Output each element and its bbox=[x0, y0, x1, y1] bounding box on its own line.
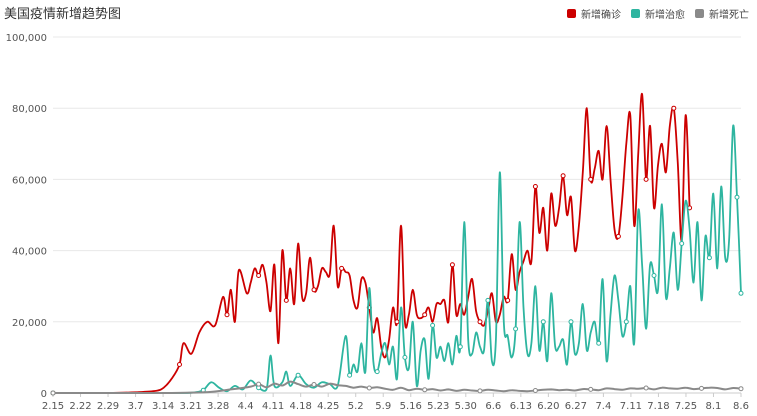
x-tick-label: 8.6 bbox=[733, 401, 749, 412]
x-tick-label: 4.18 bbox=[290, 401, 312, 412]
data-point-recovered bbox=[347, 372, 353, 378]
x-tick-label: 4.11 bbox=[262, 401, 284, 412]
x-tick-label: 5.16 bbox=[400, 401, 422, 412]
data-point-recovered bbox=[402, 354, 408, 360]
data-point-confirmed bbox=[560, 173, 566, 179]
x-tick-label: 5.9 bbox=[375, 401, 391, 412]
data-point-deaths bbox=[477, 388, 483, 394]
x-tick-label: 7.18 bbox=[647, 401, 669, 412]
data-point-confirmed bbox=[671, 105, 677, 111]
data-point-recovered bbox=[295, 372, 301, 378]
data-point-recovered bbox=[513, 326, 519, 332]
data-point-deaths bbox=[50, 390, 56, 396]
legend-swatch-recovered bbox=[631, 9, 640, 18]
data-point-deaths bbox=[311, 382, 317, 387]
x-tick-label: 6.6 bbox=[485, 401, 501, 412]
data-point-recovered bbox=[374, 369, 380, 375]
data-point-recovered bbox=[568, 319, 574, 325]
x-tick-label: 5.2 bbox=[348, 401, 364, 412]
data-point-recovered bbox=[738, 290, 744, 296]
x-tick-label: 6.20 bbox=[537, 401, 559, 412]
x-tick-label: 3.28 bbox=[207, 401, 229, 412]
series-line-confirmed bbox=[53, 93, 691, 394]
x-tick-label: 2.22 bbox=[69, 401, 91, 412]
x-tick-label: 3.21 bbox=[179, 401, 201, 412]
legend: 新增确诊 新增治愈 新增死亡 bbox=[567, 6, 749, 21]
data-point-confirmed bbox=[422, 312, 428, 318]
data-point-confirmed bbox=[449, 262, 455, 268]
data-point-confirmed bbox=[505, 297, 511, 303]
data-point-confirmed bbox=[588, 176, 594, 182]
data-point-recovered bbox=[651, 273, 657, 278]
x-tick-label: 6.27 bbox=[565, 401, 587, 412]
data-point-recovered bbox=[679, 241, 685, 246]
data-point-deaths bbox=[588, 386, 594, 392]
y-tick-label: 100,000 bbox=[6, 33, 47, 44]
data-point-confirmed bbox=[532, 184, 538, 189]
legend-item-confirmed[interactable]: 新增确诊 bbox=[567, 6, 621, 21]
data-point-confirmed bbox=[224, 312, 230, 318]
data-point-recovered bbox=[485, 297, 491, 303]
data-point-recovered bbox=[596, 340, 602, 346]
x-tick-label: 5.30 bbox=[455, 401, 477, 412]
data-point-recovered bbox=[430, 322, 436, 328]
data-point-deaths bbox=[532, 388, 538, 393]
series-line-recovered bbox=[53, 124, 742, 394]
data-point-deaths bbox=[366, 385, 372, 391]
data-point-confirmed bbox=[615, 233, 621, 239]
data-point-confirmed bbox=[339, 265, 345, 271]
data-point-deaths bbox=[699, 385, 704, 391]
x-tick-label: 4.25 bbox=[317, 401, 339, 412]
legend-swatch-deaths bbox=[695, 9, 704, 18]
legend-item-recovered[interactable]: 新增治愈 bbox=[631, 6, 685, 21]
data-point-deaths bbox=[256, 381, 262, 387]
x-tick-label: 7.11 bbox=[620, 401, 642, 412]
y-tick-label: 60,000 bbox=[12, 175, 47, 186]
data-point-recovered bbox=[706, 255, 712, 261]
x-tick-label: 3.7 bbox=[128, 401, 144, 412]
x-tick-label: 8.1 bbox=[706, 401, 722, 412]
chart-title: 美国疫情新增趋势图 bbox=[4, 7, 122, 22]
x-tick-label: 7.4 bbox=[595, 401, 611, 412]
x-tick-label: 7.25 bbox=[675, 401, 697, 412]
data-point-recovered bbox=[540, 319, 546, 325]
data-point-confirmed bbox=[394, 319, 400, 325]
y-tick-label: 80,000 bbox=[12, 104, 47, 115]
data-point-confirmed bbox=[256, 273, 262, 278]
data-point-recovered bbox=[734, 194, 740, 200]
series-line-deaths bbox=[53, 380, 742, 394]
x-tick-label: 6.13 bbox=[510, 401, 532, 412]
y-tick-label: 0 bbox=[41, 389, 47, 400]
x-tick-label: 2.15 bbox=[42, 401, 64, 412]
data-point-recovered bbox=[457, 344, 463, 350]
data-point-confirmed bbox=[643, 176, 649, 182]
x-tick-label: 4.4 bbox=[238, 401, 254, 412]
y-tick-label: 40,000 bbox=[12, 247, 47, 258]
legend-label-confirmed: 新增确诊 bbox=[581, 10, 621, 21]
data-point-recovered bbox=[623, 319, 629, 325]
x-tick-label: 2.29 bbox=[97, 401, 119, 412]
legend-label-deaths: 新增死亡 bbox=[709, 10, 749, 21]
data-point-confirmed bbox=[283, 297, 289, 303]
x-tick-label: 3.14 bbox=[152, 401, 174, 412]
data-point-confirmed bbox=[177, 362, 182, 367]
data-point-deaths bbox=[643, 385, 649, 391]
data-point-deaths bbox=[738, 386, 744, 392]
legend-label-recovered: 新增治愈 bbox=[645, 10, 685, 21]
data-point-confirmed bbox=[477, 319, 483, 325]
data-point-confirmed bbox=[311, 287, 317, 293]
legend-swatch-confirmed bbox=[567, 9, 576, 18]
x-tick-label: 5.23 bbox=[427, 401, 449, 412]
data-point-deaths bbox=[422, 387, 428, 393]
y-tick-label: 20,000 bbox=[12, 318, 47, 329]
legend-item-deaths[interactable]: 新增死亡 bbox=[695, 6, 749, 21]
